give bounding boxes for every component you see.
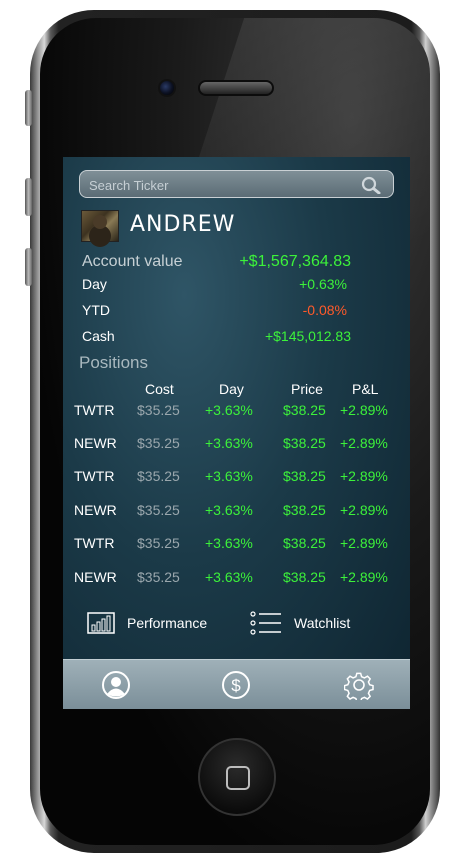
ticker: NEWR bbox=[74, 435, 117, 451]
tab-portfolio[interactable]: $ bbox=[221, 670, 251, 700]
account-value-label: Account value bbox=[82, 253, 183, 270]
price: $38.25 bbox=[283, 402, 326, 418]
pl: +2.89% bbox=[340, 402, 388, 418]
list-icon bbox=[250, 611, 281, 635]
watchlist-button[interactable]: Watchlist bbox=[250, 609, 350, 637]
home-button[interactable] bbox=[198, 738, 276, 816]
column-header-price: Price bbox=[291, 381, 323, 397]
day-change: +3.63% bbox=[205, 535, 253, 551]
day-change: +3.63% bbox=[205, 502, 253, 518]
volume-up-button bbox=[25, 178, 32, 216]
tab-profile[interactable] bbox=[101, 670, 131, 700]
day-change: +3.63% bbox=[205, 402, 253, 418]
avatar[interactable] bbox=[81, 210, 119, 242]
column-header-cost: Cost bbox=[145, 381, 174, 397]
tab-bar: $ bbox=[63, 659, 410, 709]
account-value: +$1,567,364.83 bbox=[239, 253, 351, 270]
column-header-pl: P&L bbox=[352, 381, 379, 397]
price: $38.25 bbox=[283, 535, 326, 551]
tab-settings[interactable] bbox=[343, 670, 374, 703]
cost: $35.25 bbox=[137, 535, 180, 551]
position-row[interactable]: TWTR $35.25 +3.63% $38.25 +2.89% bbox=[63, 535, 410, 555]
profile-icon bbox=[102, 671, 130, 699]
svg-text:$: $ bbox=[231, 676, 241, 695]
positions-title: Positions bbox=[79, 353, 148, 372]
ticker: TWTR bbox=[74, 468, 115, 484]
position-row[interactable]: NEWR $35.25 +3.63% $38.25 +2.89% bbox=[63, 502, 410, 522]
search-icon[interactable] bbox=[361, 176, 381, 194]
ytd-change: -0.08% bbox=[302, 302, 347, 318]
cost: $35.25 bbox=[137, 502, 180, 518]
cost: $35.25 bbox=[137, 569, 180, 585]
price: $38.25 bbox=[283, 569, 326, 585]
ticker: TWTR bbox=[74, 402, 115, 418]
user-name: ANDREW bbox=[130, 212, 236, 237]
front-camera bbox=[158, 79, 176, 97]
cost: $35.25 bbox=[137, 402, 180, 418]
price: $38.25 bbox=[283, 435, 326, 451]
watchlist-label: Watchlist bbox=[294, 615, 351, 631]
day-change: +3.63% bbox=[205, 569, 253, 585]
gear-icon bbox=[343, 672, 374, 703]
pl: +2.89% bbox=[340, 569, 388, 585]
search-input[interactable] bbox=[89, 176, 339, 194]
bar-chart-icon bbox=[87, 612, 115, 634]
column-header-day: Day bbox=[219, 381, 244, 397]
earpiece-speaker bbox=[198, 80, 274, 96]
pl: +2.89% bbox=[340, 435, 388, 451]
price: $38.25 bbox=[283, 468, 326, 484]
volume-down-button bbox=[25, 248, 32, 286]
ticker: TWTR bbox=[74, 535, 115, 551]
day-change: +0.63% bbox=[299, 276, 347, 292]
performance-label: Performance bbox=[127, 615, 208, 631]
cost: $35.25 bbox=[137, 468, 180, 484]
cash-value: +$145,012.83 bbox=[264, 328, 351, 344]
day-change: +3.63% bbox=[205, 435, 253, 451]
performance-button[interactable]: Performance bbox=[87, 609, 207, 637]
position-row[interactable]: NEWR $35.25 +3.63% $38.25 +2.89% bbox=[63, 569, 410, 589]
dollar-icon: $ bbox=[222, 671, 250, 699]
search-bar[interactable] bbox=[79, 170, 394, 198]
home-button-icon bbox=[226, 766, 250, 790]
pl: +2.89% bbox=[340, 502, 388, 518]
position-row[interactable]: TWTR $35.25 +3.63% $38.25 +2.89% bbox=[63, 468, 410, 488]
cost: $35.25 bbox=[137, 435, 180, 451]
position-row[interactable]: NEWR $35.25 +3.63% $38.25 +2.89% bbox=[63, 435, 410, 455]
pl: +2.89% bbox=[340, 535, 388, 551]
ticker: NEWR bbox=[74, 502, 117, 518]
price: $38.25 bbox=[283, 502, 326, 518]
app-screen: ANDREW Account value +$1,567,364.83 Day … bbox=[63, 157, 410, 709]
ticker: NEWR bbox=[74, 569, 117, 585]
day-label: Day bbox=[82, 276, 107, 292]
position-row[interactable]: TWTR $35.25 +3.63% $38.25 +2.89% bbox=[63, 402, 410, 422]
pl: +2.89% bbox=[340, 468, 388, 484]
ytd-label: YTD bbox=[82, 302, 110, 318]
day-change: +3.63% bbox=[205, 468, 253, 484]
cash-label: Cash bbox=[82, 328, 115, 344]
mute-switch bbox=[25, 90, 32, 126]
